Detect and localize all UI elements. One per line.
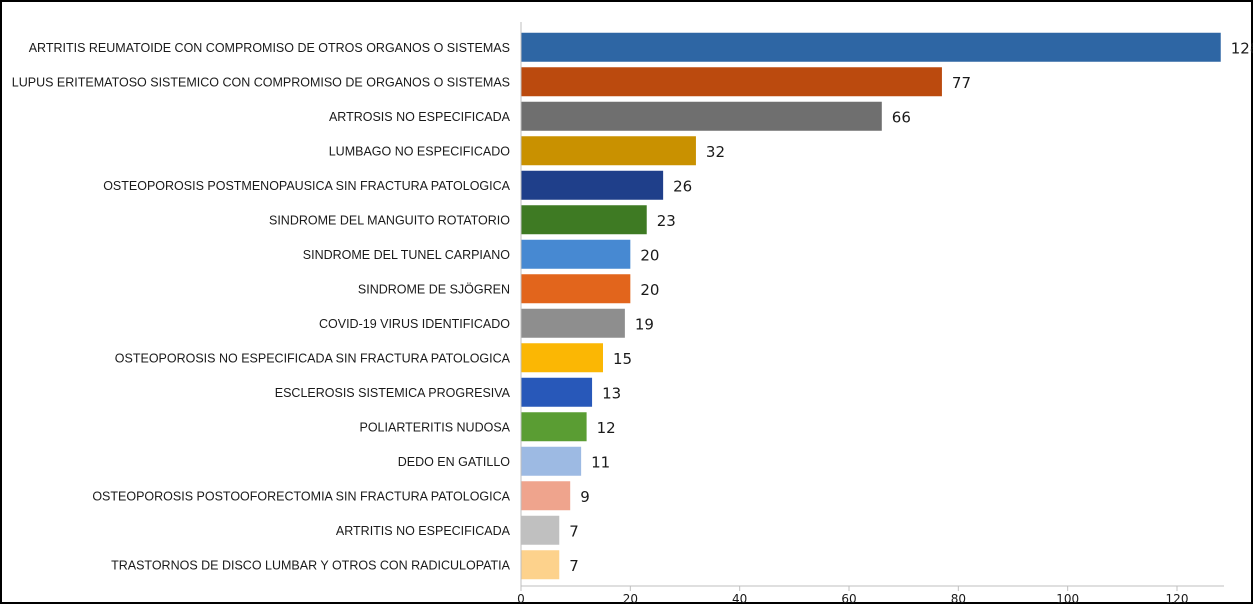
bar <box>521 515 560 545</box>
bar <box>521 343 603 373</box>
value-label: 7 <box>569 557 579 575</box>
value-label: 12 <box>597 419 616 437</box>
category-label: LUPUS ERITEMATOSO SISTEMICO CON COMPROMI… <box>12 75 510 89</box>
bar <box>521 170 664 200</box>
value-label: 11 <box>591 453 610 471</box>
category-label: ARTRITIS REUMATOIDE CON COMPROMISO DE OT… <box>29 41 510 55</box>
x-tick-label: 100 <box>1056 592 1079 606</box>
x-tick-label: 0 <box>517 592 525 606</box>
bar <box>521 136 696 166</box>
bar <box>521 274 631 304</box>
category-label: SINDROME DEL MANGUITO ROTATORIO <box>269 213 510 227</box>
bar <box>521 205 647 235</box>
value-label: 19 <box>635 315 654 333</box>
bar <box>521 481 571 511</box>
category-label: LUMBAGO NO ESPECIFICADO <box>329 144 511 158</box>
category-label: DEDO EN GATILLO <box>398 455 511 469</box>
bar <box>521 67 942 97</box>
value-label: 15 <box>613 350 632 368</box>
value-label: 66 <box>892 108 911 126</box>
bar <box>521 550 560 580</box>
value-label: 20 <box>640 246 659 264</box>
category-label: POLIARTERITIS NUDOSA <box>360 420 511 434</box>
bar <box>521 412 587 442</box>
category-label: ARTROSIS NO ESPECIFICADA <box>329 110 511 124</box>
category-labels: ARTRITIS REUMATOIDE CON COMPROMISO DE OT… <box>12 41 511 573</box>
category-label: SINDROME DEL TUNEL CARPIANO <box>303 248 510 262</box>
value-label: 32 <box>706 143 725 161</box>
bar <box>521 239 631 269</box>
value-label: 23 <box>657 212 676 230</box>
value-label: 77 <box>952 74 971 92</box>
category-label: ARTRITIS NO ESPECIFICADA <box>336 524 511 538</box>
bar <box>521 308 625 338</box>
value-label: 7 <box>569 522 579 540</box>
category-label: OSTEOPOROSIS NO ESPECIFICADA SIN FRACTUR… <box>115 351 511 365</box>
bar <box>521 377 593 407</box>
category-label: OSTEOPOROSIS POSTMENOPAUSICA SIN FRACTUR… <box>103 179 510 193</box>
value-label: 20 <box>640 281 659 299</box>
category-label: ESCLEROSIS SISTEMICA PROGRESIVA <box>275 386 511 400</box>
value-label: 9 <box>580 488 590 506</box>
x-tick-label: 20 <box>623 592 638 606</box>
axes: 0 20 40 60 80 100 120 <box>517 22 1224 606</box>
value-label: 128 <box>1231 39 1253 57</box>
category-label: COVID-19 VIRUS IDENTIFICADO <box>319 317 510 331</box>
x-tick-label: 40 <box>732 592 747 606</box>
bars-layer <box>521 32 1221 580</box>
value-label: 13 <box>602 384 621 402</box>
x-tick-label: 60 <box>841 592 856 606</box>
category-label: OSTEOPOROSIS POSTOOFORECTOMIA SIN FRACTU… <box>92 489 510 503</box>
value-label: 26 <box>673 177 692 195</box>
category-label: SINDROME DE SJÖGREN <box>358 282 510 296</box>
bar <box>521 101 882 131</box>
bar <box>521 32 1221 62</box>
value-labels: 128776632262320201915131211977 <box>569 39 1253 575</box>
category-label: TRASTORNOS DE DISCO LUMBAR Y OTROS CON R… <box>111 558 511 572</box>
x-tick-label: 80 <box>951 592 966 606</box>
x-tick-label: 120 <box>1166 592 1189 606</box>
bar <box>521 446 582 476</box>
